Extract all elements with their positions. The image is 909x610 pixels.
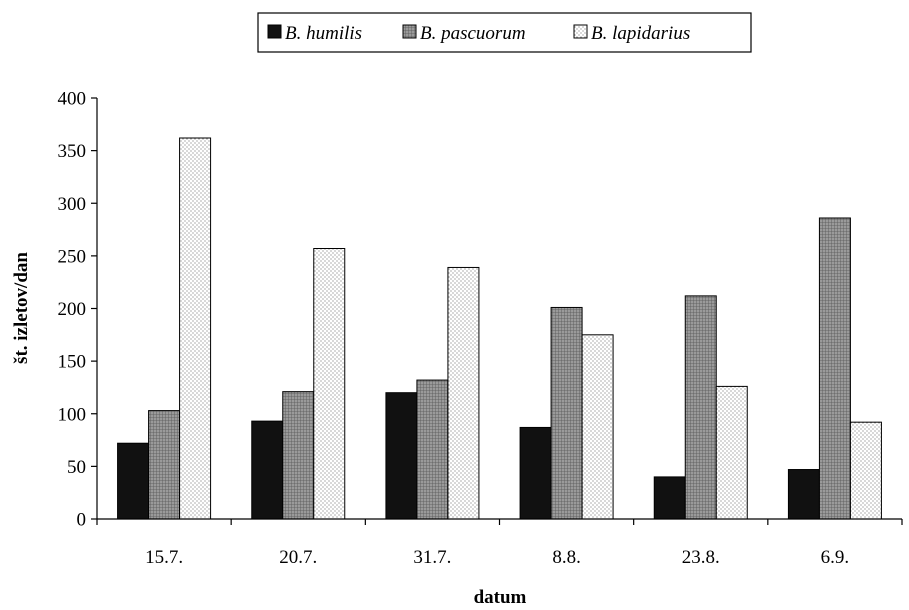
bar-b-pascuorum-1 <box>282 391 315 520</box>
legend-swatch <box>573 24 588 39</box>
bar-b-pascuorum-2 <box>416 379 449 520</box>
x-axis-title: datum <box>474 587 527 608</box>
bar-b-lapidarius-5 <box>849 421 882 520</box>
y-tick-label: 200 <box>58 299 87 320</box>
bar-b-lapidarius-0 <box>179 137 212 520</box>
y-tick-label: 150 <box>58 352 87 373</box>
x-tick-label: 8.8. <box>552 547 581 568</box>
bar-b-humilis-2 <box>385 392 418 520</box>
y-tick-label: 250 <box>58 246 87 267</box>
bar-b-pascuorum-0 <box>148 410 181 520</box>
bar-b-humilis-1 <box>251 420 284 520</box>
legend: B. humilis B. pascuorum B. lapidarius <box>257 12 752 53</box>
x-tick-label: 23.8. <box>682 547 720 568</box>
legend-label: B. pascuorum <box>420 23 526 44</box>
legend-label: B. humilis <box>285 23 362 44</box>
bar-b-lapidarius-4 <box>715 385 748 520</box>
bar-b-humilis-0 <box>117 442 150 520</box>
x-tick-label: 6.9. <box>821 547 850 568</box>
plot-area: 0 50 100 150 200 250 300 350 400 15.7. 20.7. 31.7.… <box>58 89 903 568</box>
y-tick-label: 0 <box>77 510 87 531</box>
legend-swatch <box>402 24 417 39</box>
legend-swatch <box>267 24 282 39</box>
bar-b-humilis-4 <box>653 476 686 520</box>
y-tick-label: 400 <box>58 89 87 110</box>
bar-b-lapidarius-1 <box>313 248 346 520</box>
y-tick-label: 100 <box>58 404 87 425</box>
bar-b-pascuorum-4 <box>684 295 717 520</box>
x-tick-label: 20.7. <box>279 547 317 568</box>
bar-b-pascuorum-3 <box>550 306 583 520</box>
bar-b-humilis-5 <box>787 469 820 520</box>
legend-frame <box>257 12 752 53</box>
y-axis-title: št. izletov/dan <box>11 252 32 364</box>
x-tick-label: 15.7. <box>145 547 183 568</box>
bar-b-humilis-3 <box>519 426 552 520</box>
y-tick-label: 50 <box>67 457 86 478</box>
x-tick-label: 31.7. <box>413 547 451 568</box>
y-tick-label: 350 <box>58 141 87 162</box>
bar-b-lapidarius-3 <box>581 334 614 520</box>
legend-label: B. lapidarius <box>591 23 690 44</box>
bar-b-lapidarius-2 <box>447 266 480 520</box>
bar-b-pascuorum-5 <box>818 217 851 520</box>
y-tick-label: 300 <box>58 194 87 215</box>
